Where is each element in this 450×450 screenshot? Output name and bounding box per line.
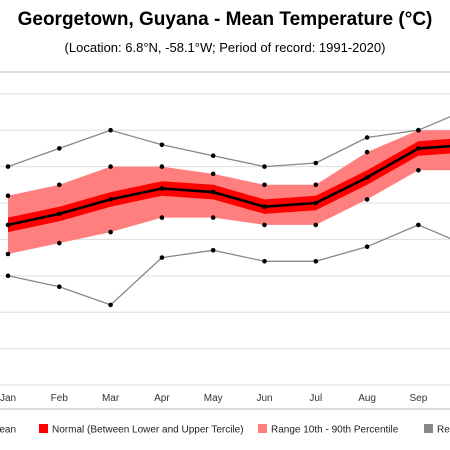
p90-point (57, 182, 62, 188)
p10-point (313, 222, 319, 228)
x-tick-label: Apr (154, 393, 170, 404)
legend-label: Mean (0, 425, 16, 436)
record-high-point (159, 142, 165, 148)
p10-point (5, 251, 11, 257)
x-tick-label: Feb (51, 393, 69, 404)
p90-point (416, 127, 421, 133)
p90-point (262, 182, 267, 188)
record-low-point (57, 284, 62, 290)
record-high-point (5, 164, 11, 169)
x-tick-label: Jan (0, 393, 16, 404)
tercile-band (8, 138, 450, 233)
mean-point (416, 146, 421, 151)
legend-label: Record (437, 425, 450, 436)
p10-point (262, 222, 267, 228)
record-low-point (364, 244, 370, 249)
p90-point (5, 193, 11, 198)
p10-point (108, 229, 113, 235)
legend-swatch (258, 424, 267, 433)
record-high-point (210, 153, 216, 158)
chart-subtitle: (Location: 6.8°N, -58.1°W; Period of rec… (64, 40, 386, 55)
mean-point (262, 204, 267, 209)
record-low-point (159, 255, 165, 260)
legend: Mean Normal (Between Lower and Upper Terc… (0, 424, 450, 436)
p90-point (159, 164, 165, 169)
record-high-point (262, 164, 267, 169)
p90-point (210, 171, 216, 177)
p90-point (108, 164, 113, 169)
band-layer (8, 130, 450, 254)
record-low-point (5, 273, 11, 279)
record-low-point (313, 259, 319, 264)
record-high-point (57, 146, 62, 151)
x-tick-label: Aug (358, 393, 376, 404)
chart-title: Georgetown, Guyana - Mean Temperature (°… (17, 9, 433, 30)
legend-swatch (39, 424, 48, 433)
x-tick-label: May (204, 393, 223, 404)
x-tick-label: Jul (309, 393, 322, 404)
x-tick-labels: JanFebMarAprMayJunJulAugSepOctNov (0, 393, 428, 404)
point-layer (5, 127, 421, 308)
mean-point (108, 197, 113, 202)
x-tick-label: Jun (256, 393, 272, 404)
legend-label: Normal (Between Lower and Upper Tercile) (52, 425, 244, 436)
p90-point (364, 149, 370, 155)
mean-point (57, 211, 62, 217)
mean-point (159, 186, 165, 191)
p10-point (57, 240, 62, 246)
record-high-point (364, 135, 370, 140)
record-low-point (108, 302, 113, 308)
mean-point (210, 189, 216, 195)
p90-point (313, 182, 319, 188)
mean-point (5, 222, 11, 228)
record-high-point (108, 127, 113, 133)
p10-point (159, 215, 165, 220)
mean-point (364, 175, 370, 180)
p10-point (364, 197, 370, 202)
p10-point (416, 168, 421, 173)
record-low-point (262, 259, 267, 264)
record-low-point (416, 222, 421, 228)
record-low-point (210, 248, 216, 253)
x-tick-label: Mar (102, 393, 120, 404)
record-high-point (313, 160, 319, 166)
mean-point (313, 200, 319, 206)
legend-label: Range 10th - 90th Percentile (271, 425, 399, 436)
legend-swatch (424, 424, 433, 433)
x-tick-label: Sep (410, 393, 428, 404)
p10-point (210, 215, 216, 220)
